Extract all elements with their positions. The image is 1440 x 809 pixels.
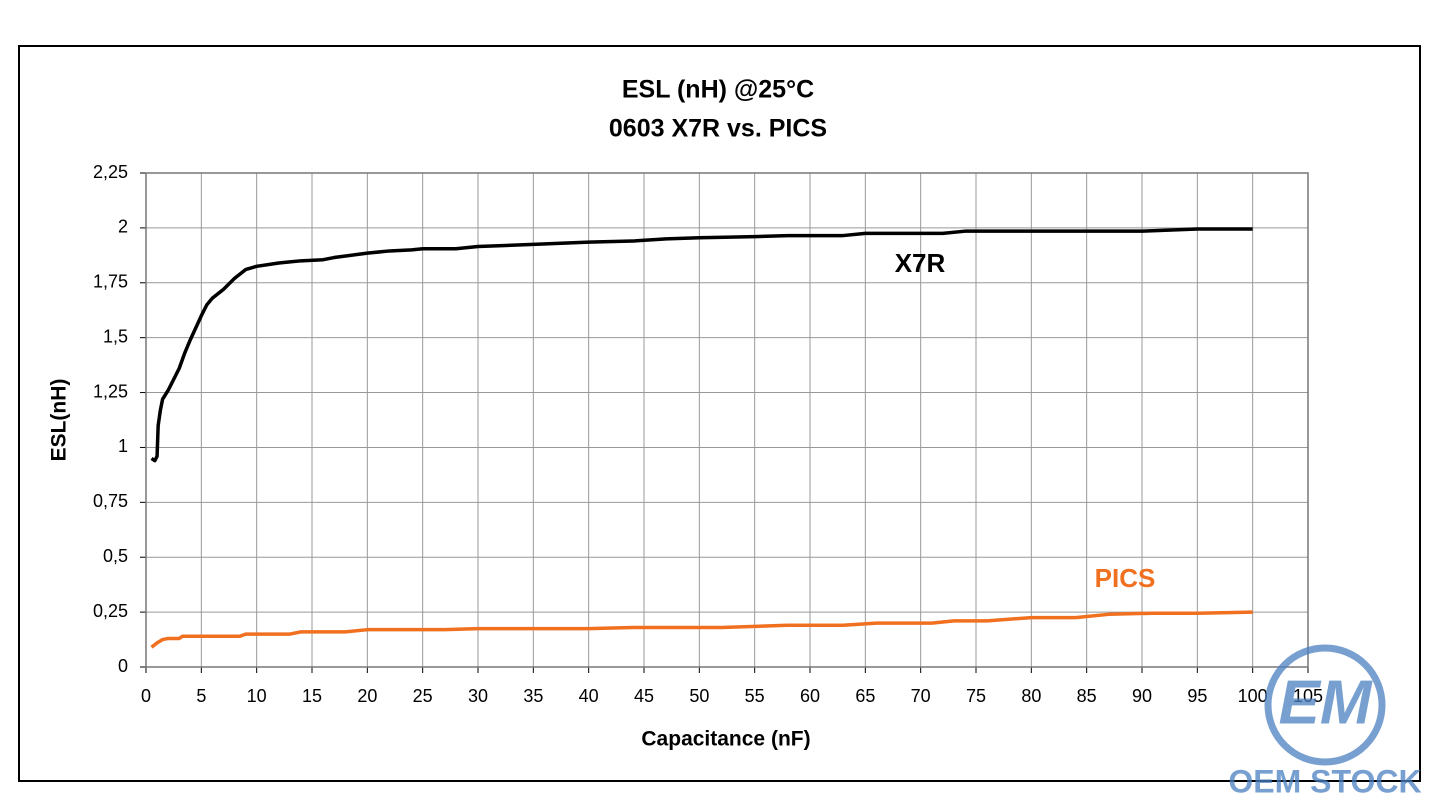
x-tick-label: 90 <box>1132 686 1152 706</box>
x-tick-label: 35 <box>523 686 543 706</box>
x-tick-label: 70 <box>911 686 931 706</box>
x-tick-label: 75 <box>966 686 986 706</box>
x-tick-label: 45 <box>634 686 654 706</box>
series-line <box>150 610 1253 649</box>
x-tick-label: 50 <box>689 686 709 706</box>
series-line <box>150 227 1253 463</box>
x-tick-label: 0 <box>141 686 151 706</box>
y-tick-label: 1,75 <box>93 272 128 292</box>
series-label: PICS <box>1095 563 1156 593</box>
x-tick-label: 15 <box>302 686 322 706</box>
chart-subtitle: 0603 X7R vs. PICS <box>609 115 827 143</box>
y-tick-label: 0 <box>118 656 128 676</box>
watermark-logo: EM <box>1279 668 1373 737</box>
x-tick-label: 5 <box>196 686 206 706</box>
y-tick-label: 0,75 <box>93 491 128 511</box>
x-tick-label: 65 <box>855 686 875 706</box>
x-tick-label: 25 <box>413 686 433 706</box>
watermark-text: OEM STOCK <box>1228 763 1421 799</box>
y-tick-label: 2 <box>118 217 128 237</box>
x-tick-label: 10 <box>247 686 267 706</box>
watermark-logo-ring <box>1264 644 1386 766</box>
y-tick-label: 1,5 <box>103 326 128 346</box>
chart-title: ESL (nH) @25°C <box>622 76 814 104</box>
x-tick-label: 40 <box>579 686 599 706</box>
x-tick-label: 80 <box>1021 686 1041 706</box>
y-axis-label: ESL(nH) <box>48 379 71 462</box>
x-tick-label: 60 <box>800 686 820 706</box>
plot-border <box>145 172 1309 668</box>
x-tick-label: 95 <box>1187 686 1207 706</box>
x-axis-label: Capacitance (nF) <box>641 728 810 751</box>
x-tick-label: 100 <box>1238 686 1268 706</box>
plot-background <box>146 173 1308 667</box>
x-tick-label: 20 <box>357 686 377 706</box>
series-label: X7R <box>895 248 946 278</box>
x-tick-label: 105 <box>1293 686 1323 706</box>
x-tick-label: 85 <box>1077 686 1097 706</box>
x-tick-label: 55 <box>745 686 765 706</box>
y-tick-label: 0,25 <box>93 601 128 621</box>
y-tick-label: 2,25 <box>93 162 128 182</box>
y-tick-label: 1,25 <box>93 381 128 401</box>
y-tick-label: 0,5 <box>103 546 128 566</box>
plot-area: 0 0,25 0,5 0,75 1 1,25 1,5 1,75 2 2,25 0 5 10 15 20 25 3… <box>93 162 1323 706</box>
x-tick-label: 30 <box>468 686 488 706</box>
watermark: EM OEM STOCK <box>1228 644 1422 799</box>
y-tick-label: 1 <box>118 436 128 456</box>
